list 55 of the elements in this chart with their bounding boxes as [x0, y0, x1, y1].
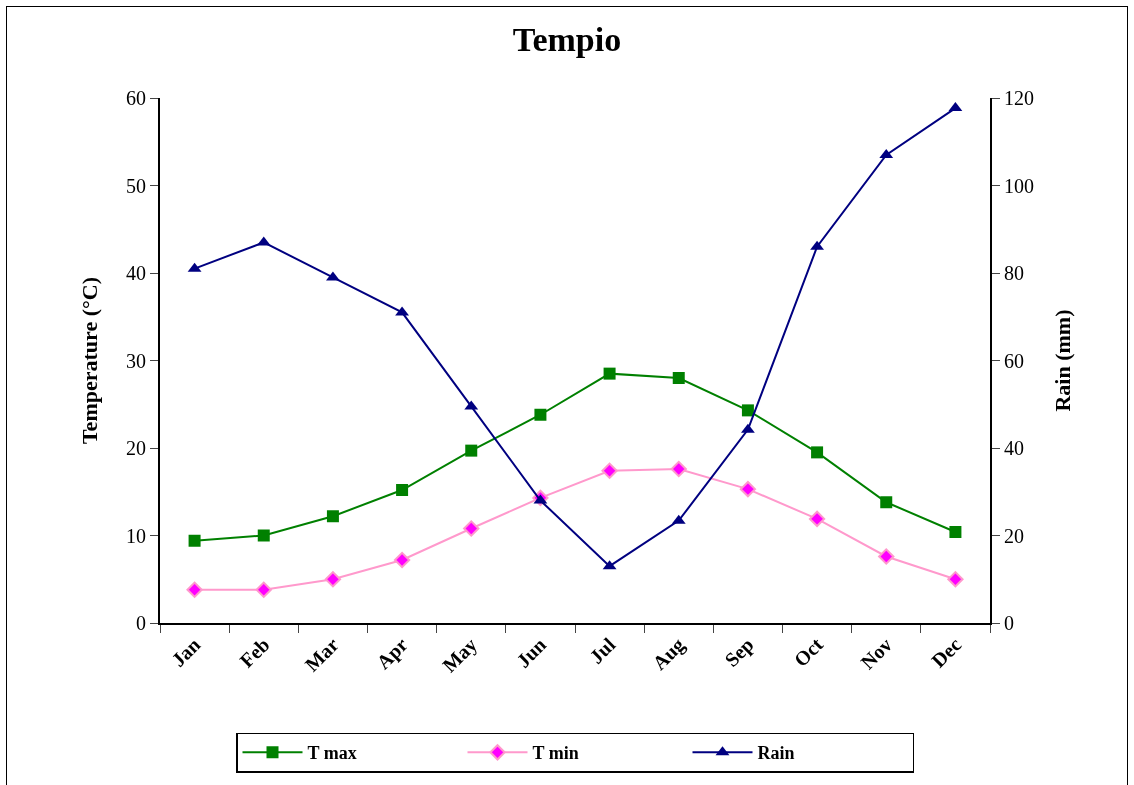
x-tick-label: Nov — [856, 633, 897, 674]
y2-tick-label: 120 — [1004, 87, 1034, 109]
point — [255, 581, 272, 598]
point — [463, 520, 480, 537]
x-tick-label: Mar — [300, 633, 343, 676]
x-tick-label: Dec — [926, 633, 966, 672]
point — [188, 534, 201, 547]
point — [534, 408, 547, 421]
x-tick-label: Sep — [720, 633, 759, 672]
x-tick-label: Jan — [166, 633, 205, 671]
x-tick-label: Apr — [372, 633, 413, 674]
point — [393, 551, 411, 569]
y2-tick-label: 40 — [1004, 437, 1024, 459]
y-axis-title: Temperature (°C) — [77, 276, 103, 445]
point — [326, 510, 339, 523]
point — [601, 462, 618, 479]
y2-axis-title: Rain (mm) — [1050, 309, 1076, 412]
point — [739, 480, 757, 498]
point — [878, 548, 895, 565]
x-tick-label: Oct — [789, 633, 828, 671]
point — [396, 484, 409, 496]
point — [947, 571, 964, 588]
point — [257, 529, 270, 542]
chart-title: Tempio — [512, 21, 622, 59]
x-tick-label: Aug — [647, 633, 690, 675]
point — [186, 581, 203, 598]
y2-tick-label: 0 — [1004, 612, 1014, 634]
legend-label: T min — [532, 743, 579, 764]
point — [741, 404, 754, 417]
x-tick-label: Feb — [235, 633, 274, 672]
y2-tick-label: 20 — [1004, 524, 1024, 547]
point — [465, 444, 478, 457]
y-tick-label: 10 — [126, 524, 146, 547]
point — [949, 526, 962, 538]
y2-tick-label: 60 — [1004, 349, 1024, 372]
y-tick-label: 40 — [126, 262, 146, 284]
legend-label: T max — [307, 743, 357, 764]
y-tick-label: 30 — [126, 349, 146, 372]
y2-tick-label: 100 — [1004, 174, 1034, 197]
y2-tick-label: 80 — [1004, 262, 1024, 284]
point — [880, 496, 893, 509]
point — [672, 372, 685, 384]
point — [603, 367, 616, 380]
point — [811, 446, 824, 459]
y-tick-label: 0 — [136, 612, 146, 634]
x-tick-label: Jun — [511, 633, 551, 672]
y-tick-label: 60 — [126, 87, 146, 109]
y-tick-label: 50 — [126, 174, 146, 197]
point — [808, 510, 826, 528]
legend-label: Rain — [757, 743, 795, 764]
x-tick-label: Jul — [585, 633, 620, 668]
x-tick-label: May — [438, 633, 482, 678]
point — [670, 460, 687, 478]
y-tick-label: 20 — [126, 437, 146, 459]
point — [324, 571, 342, 588]
